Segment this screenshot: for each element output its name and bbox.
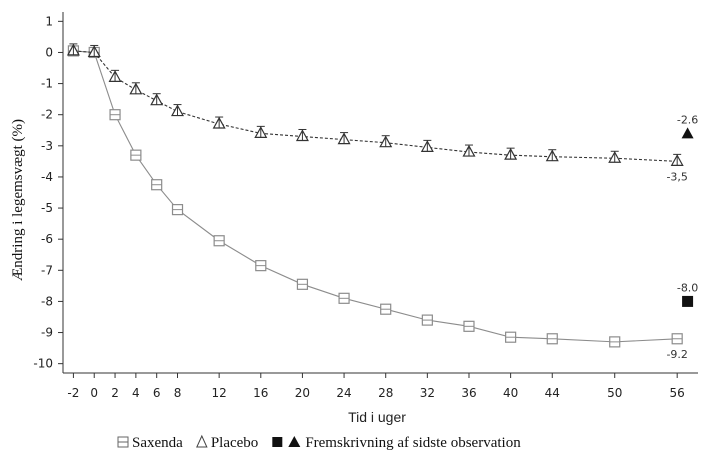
x-tick-label: 28: [378, 386, 393, 400]
end-label-saxenda: -9.2: [666, 348, 687, 361]
y-tick-label: -8: [41, 294, 53, 308]
x-tick-label: 2: [111, 386, 119, 400]
x-tick-label: 0: [90, 386, 98, 400]
x-tick-label: -2: [67, 386, 79, 400]
y-axis-label: Ændring i legemsvægt (%): [10, 119, 26, 281]
y-tick-label: -2: [41, 108, 53, 122]
projection-label-placebo: -2.6: [677, 113, 698, 126]
y-tick-label: 1: [45, 14, 53, 28]
x-tick-label: 20: [295, 386, 310, 400]
x-tick-label: 44: [545, 386, 560, 400]
y-tick-label: -3: [41, 139, 53, 153]
y-tick-label: 0: [45, 45, 53, 59]
projection-label-saxenda: -8.0: [677, 281, 698, 294]
x-tick-label: 32: [420, 386, 435, 400]
y-tick-label: -1: [41, 77, 53, 91]
series-placebo: [66, 43, 684, 166]
axes: 10-1-2-3-4-5-6-7-8-9-10-2 0 2 4 6 8 12 16 20 24 28…: [33, 12, 698, 400]
x-tick-label: 24: [336, 386, 351, 400]
legend-label-1: Saxenda: [132, 435, 183, 451]
legend-label-3: Fremskrivning af sidste observation: [305, 435, 521, 451]
x-tick-label: 40: [503, 386, 518, 400]
projection-marker-saxenda: [682, 295, 694, 307]
series-saxenda: [67, 45, 683, 348]
annotations: -8.0 -2.6 -9.2 -3,5: [666, 113, 698, 360]
projection-marker-placebo: [681, 127, 694, 139]
y-tick-label: -4: [41, 170, 53, 184]
x-tick-label: 56: [670, 386, 685, 400]
y-tick-label: -7: [41, 263, 53, 277]
legend: Saxenda Placebo Fremskrivning af sidste ob…: [117, 434, 521, 451]
legend-label-2: Placebo: [211, 435, 258, 451]
end-label-placebo: -3,5: [666, 170, 687, 183]
series-line-saxenda: [73, 50, 678, 343]
legend-marker-projection-triangle: [288, 436, 301, 447]
x-tick-label: 36: [461, 386, 476, 400]
y-tick-label: -10: [33, 357, 53, 371]
y-tick-label: -6: [41, 232, 53, 246]
x-tick-label: 12: [212, 386, 227, 400]
series-line-placebo: [73, 50, 678, 162]
y-tick-label: -5: [41, 201, 53, 215]
x-tick-label: 16: [253, 386, 268, 400]
legend-marker-projection-square: [272, 437, 283, 447]
x-tick-label: 6: [153, 386, 161, 400]
x-tick-label: 4: [132, 386, 140, 400]
x-tick-label: 8: [174, 386, 182, 400]
x-tick-label: 50: [607, 386, 622, 400]
series-layer: [66, 43, 684, 348]
y-tick-label: -9: [41, 326, 53, 340]
legend-marker-placebo: [196, 434, 208, 448]
x-axis-label: Tid i uger: [348, 409, 406, 425]
